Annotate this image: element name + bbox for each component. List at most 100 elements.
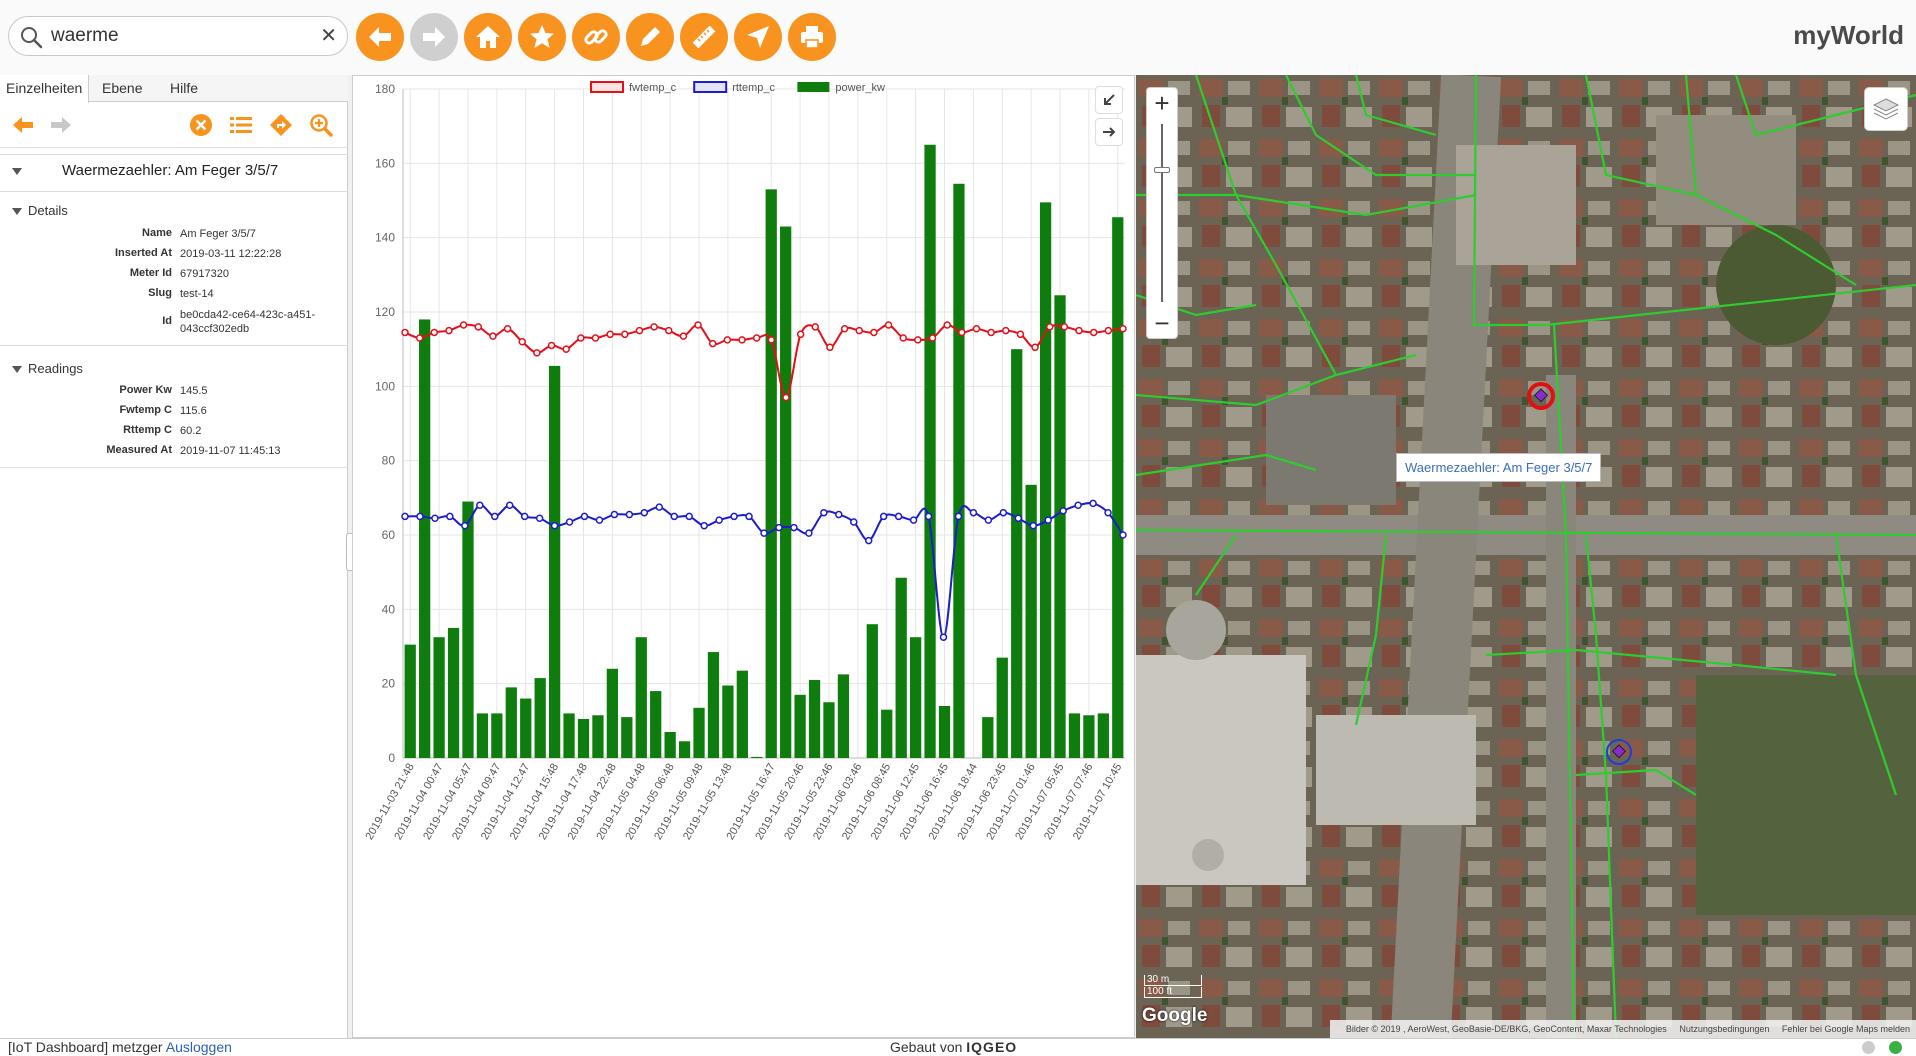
- zoom-in-button[interactable]: +: [1154, 88, 1170, 118]
- clear-results-button[interactable]: [188, 112, 214, 138]
- fwtemp_c-point: [489, 332, 497, 340]
- tab-ebene[interactable]: Ebene: [102, 80, 143, 96]
- rttemp_c-point: [505, 501, 514, 510]
- back-button[interactable]: [356, 13, 404, 61]
- zoom-slider-handle[interactable]: [1154, 167, 1170, 173]
- forward-button[interactable]: [410, 13, 458, 61]
- clear-search-icon[interactable]: ✕: [320, 25, 337, 47]
- navigation-arrow-icon: [747, 26, 769, 48]
- bookmark-button[interactable]: [518, 13, 566, 61]
- fwtemp_c-point: [650, 323, 658, 331]
- rttemp_c-point: [775, 523, 783, 532]
- rttemp_c-point: [416, 512, 424, 521]
- power-bar: [765, 189, 777, 759]
- power-bar: [794, 694, 806, 758]
- close-circle-icon: [190, 114, 212, 136]
- minimize-chart-button[interactable]: [1095, 86, 1123, 114]
- y-tick-label: 0: [388, 751, 395, 765]
- power-bar: [996, 657, 1008, 758]
- next-feature-button[interactable]: [48, 112, 74, 138]
- brand-logo: myWorld: [1793, 20, 1904, 50]
- rttemp_c-point: [999, 508, 1008, 517]
- fwtemp_c-point: [459, 321, 468, 329]
- power-bar: [635, 637, 647, 758]
- arrow-left-icon: [13, 117, 33, 133]
- rttemp_c-point: [969, 508, 978, 517]
- power-bar: [548, 365, 561, 758]
- power-bar: [808, 679, 821, 758]
- power-bar: [664, 731, 676, 758]
- fwtemp_c-point: [1104, 326, 1113, 335]
- tab-einzelheiten[interactable]: Einzelheiten: [0, 75, 90, 103]
- rttemp_c-point: [670, 512, 678, 521]
- locate-button[interactable]: [734, 13, 782, 61]
- print-button[interactable]: [788, 13, 836, 61]
- rttemp_c-point: [401, 512, 409, 521]
- link-button[interactable]: [572, 13, 620, 61]
- fwtemp_c-point: [914, 336, 922, 344]
- rttemp_c-point: [685, 512, 693, 521]
- readings-section-header[interactable]: Readings: [12, 361, 83, 376]
- search-box[interactable]: ✕: [8, 16, 348, 56]
- power-bar: [476, 713, 489, 758]
- previous-feature-button[interactable]: [10, 112, 36, 138]
- details-section-header[interactable]: Details: [12, 203, 68, 218]
- result-list-button[interactable]: [228, 112, 254, 138]
- arrow-right-icon: [1103, 127, 1116, 137]
- zoom-slider-track[interactable]: [1161, 124, 1163, 302]
- power-bar: [491, 713, 503, 758]
- power-bar: [1068, 713, 1081, 758]
- feature-tooltip: Waermezaehler: Am Feger 3/5/7: [1396, 453, 1602, 482]
- details-panel: Einzelheiten Ebene Hilfe: [0, 75, 348, 1038]
- power-bar: [505, 687, 517, 758]
- report-error-link[interactable]: Fehler bei Google Maps melden: [1781, 1024, 1910, 1034]
- fwtemp_c-point: [928, 334, 937, 342]
- power-bar: [837, 674, 850, 758]
- y-tick-label: 140: [375, 231, 395, 245]
- zoom-out-button[interactable]: −: [1154, 308, 1170, 338]
- y-tick-label: 100: [375, 379, 395, 393]
- rttemp_c-point: [431, 514, 439, 523]
- shrink-arrow-icon: [1104, 94, 1115, 105]
- arrow-left-icon: [369, 27, 391, 47]
- y-tick-label: 60: [382, 528, 396, 542]
- collapse-triangle-icon: [12, 208, 22, 216]
- measure-button[interactable]: [680, 13, 728, 61]
- layers-icon: [1872, 98, 1900, 120]
- rttemp_c-point: [655, 503, 664, 511]
- fwtemp_c-point: [415, 334, 424, 342]
- legend-label-fwtemp_c: fwtemp_c: [629, 82, 677, 94]
- rttemp_c-point: [909, 516, 918, 524]
- fwtemp_c-point: [577, 334, 585, 342]
- fwtemp_c-point: [1002, 326, 1010, 335]
- power-bar: [881, 709, 893, 758]
- power-bar: [924, 144, 936, 758]
- directions-button[interactable]: [268, 112, 294, 138]
- rttemp_c-point: [580, 512, 589, 521]
- edit-button[interactable]: [626, 13, 674, 61]
- directions-icon: [270, 114, 292, 136]
- zoom-control: + −: [1146, 87, 1178, 339]
- tab-hilfe[interactable]: Hilfe: [170, 80, 199, 96]
- home-button[interactable]: [464, 13, 512, 61]
- fwtemp_c-point: [694, 321, 702, 329]
- feature-title[interactable]: Waermezaehler: Am Feger 3/5/7: [12, 162, 278, 179]
- power-bar: [722, 685, 734, 758]
- layers-button[interactable]: [1864, 87, 1908, 131]
- fwtemp_c-point: [1060, 323, 1069, 331]
- rttemp_c-point: [640, 508, 649, 517]
- logout-link[interactable]: Ausloggen: [165, 1039, 232, 1055]
- map-view[interactable]: + − Waermezaehler: Am Feger 3/5/7 30 m 1…: [1136, 75, 1916, 1038]
- rttemp_c-point: [1104, 508, 1112, 517]
- home-icon: [476, 26, 500, 48]
- rttemp_c-point: [1029, 521, 1037, 530]
- fwtemp_c-point: [401, 328, 409, 337]
- search-input[interactable]: [51, 23, 311, 49]
- terms-link[interactable]: Nutzungsbedingungen: [1679, 1024, 1770, 1034]
- zoom-to-feature-button[interactable]: [308, 112, 334, 138]
- power-bar: [621, 717, 633, 758]
- fwtemp_c-point: [503, 324, 512, 333]
- expand-chart-button[interactable]: [1095, 118, 1123, 146]
- fwtemp_c-point: [870, 328, 878, 337]
